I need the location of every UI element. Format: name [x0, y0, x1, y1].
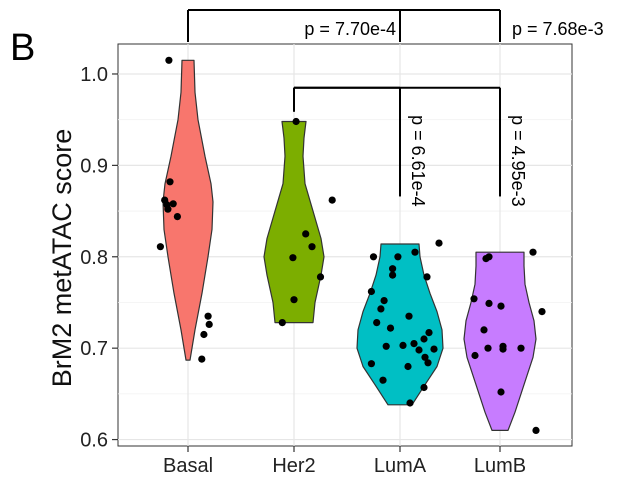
violin-her2 [263, 120, 325, 324]
point-her2-3 [308, 243, 316, 251]
y-tick-label: 1.0 [80, 64, 108, 86]
point-luma-22 [367, 360, 375, 368]
point-luma-17 [382, 342, 390, 350]
point-lumb-12 [471, 351, 479, 360]
data-points [156, 56, 546, 434]
point-luma-23 [404, 362, 412, 371]
point-luma-10 [405, 312, 413, 320]
p-value-label: p = 4.95e-3 [508, 115, 528, 207]
axes: 0.6 0.7 0.8 0.9 1.0 Basal Her2 LumA LumB [80, 64, 526, 477]
point-basal-1 [166, 178, 174, 186]
point-basal-9 [205, 320, 213, 328]
point-luma-15 [410, 340, 418, 348]
point-lumb-4 [485, 299, 493, 307]
p-value-label: p = 7.68e-3 [512, 19, 604, 39]
point-luma-11 [373, 319, 381, 327]
point-luma-19 [415, 346, 423, 354]
y-tick-label: 0.8 [80, 247, 108, 269]
point-luma-24 [379, 376, 387, 384]
p-value-label: p = 7.70e-4 [304, 19, 396, 39]
p-value-labels: p = 7.70e-4 p = 7.68e-3 p = 6.61e-4 p = 4.9… [304, 19, 603, 207]
point-lumb-14 [532, 426, 540, 434]
x-tick-label-lumb: LumB [474, 455, 526, 477]
point-luma-3 [369, 253, 378, 261]
point-luma-16 [399, 341, 407, 349]
point-lumb-10 [499, 345, 507, 353]
point-basal-10 [200, 330, 208, 339]
point-lumb-0 [529, 248, 537, 256]
point-basal-0 [165, 56, 173, 64]
point-luma-26 [406, 399, 414, 407]
point-her2-2 [302, 230, 310, 238]
point-basal-11 [198, 355, 206, 363]
y-tick-label: 0.9 [80, 155, 108, 177]
y-tick-label: 0.6 [80, 430, 108, 452]
point-her2-1 [328, 196, 336, 204]
point-luma-4 [389, 265, 397, 273]
point-lumb-13 [497, 388, 505, 396]
point-luma-9 [377, 305, 385, 313]
point-luma-25 [420, 383, 428, 392]
point-luma-20 [421, 353, 429, 361]
point-lumb-2 [482, 255, 490, 263]
point-luma-1 [411, 248, 419, 256]
point-luma-12 [386, 324, 395, 332]
x-tick-label-her2: Her2 [272, 455, 315, 477]
x-tick-label-basal: Basal [163, 455, 213, 477]
violin-lumb [463, 251, 537, 431]
point-luma-0 [435, 239, 443, 247]
point-luma-13 [425, 329, 433, 337]
point-her2-5 [316, 273, 325, 281]
point-luma-2 [394, 253, 402, 261]
y-tick-label: 0.7 [80, 338, 108, 360]
point-lumb-5 [497, 302, 505, 310]
point-her2-4 [289, 254, 297, 262]
point-luma-6 [423, 273, 431, 281]
point-luma-5 [389, 271, 397, 279]
point-basal-3 [169, 200, 177, 208]
point-luma-18 [430, 345, 438, 353]
point-luma-7 [367, 287, 375, 296]
point-her2-6 [290, 296, 298, 304]
point-basal-8 [204, 312, 212, 320]
y-axis-title: BrM2 metATAC score [47, 129, 77, 388]
violin-luma [356, 243, 444, 406]
point-her2-7 [278, 319, 286, 327]
panel-label: B [10, 27, 35, 69]
x-tick-label-luma: LumA [374, 455, 427, 477]
violins [162, 59, 537, 431]
point-lumb-9 [484, 344, 492, 352]
violin-basal [162, 59, 214, 361]
point-luma-21 [424, 359, 432, 367]
point-luma-14 [420, 335, 428, 343]
point-luma-8 [380, 297, 388, 305]
point-basal-5 [164, 205, 172, 213]
point-lumb-11 [517, 344, 525, 352]
point-basal-6 [173, 213, 181, 221]
p-value-label: p = 6.61e-4 [408, 115, 428, 207]
point-lumb-6 [538, 308, 546, 316]
point-her2-0 [292, 117, 300, 126]
point-lumb-3 [470, 295, 478, 303]
point-lumb-7 [480, 326, 488, 334]
point-basal-7 [156, 243, 164, 251]
comparison-brackets [187, 9, 501, 197]
